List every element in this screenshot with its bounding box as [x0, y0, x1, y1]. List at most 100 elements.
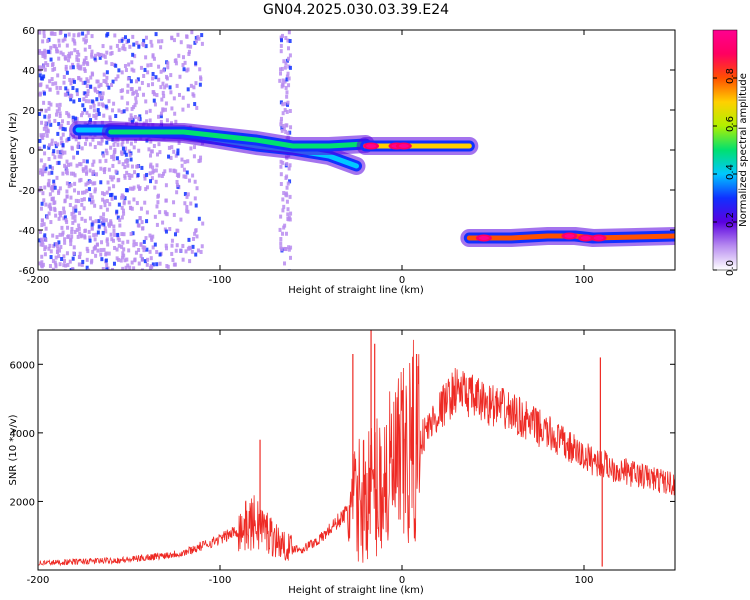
noise-cell: [112, 261, 116, 266]
noise-cell: [127, 200, 131, 205]
noise-cell: [133, 170, 137, 175]
noise-cell: [154, 168, 158, 173]
noise-cell: [141, 226, 145, 231]
noise-cell: [45, 125, 49, 130]
noise-cell: [101, 197, 105, 202]
noise-cell: [64, 218, 68, 223]
noise-cell: [75, 163, 79, 168]
noise-cell: [286, 207, 290, 212]
noise-cell: [38, 65, 42, 70]
noise-cell: [38, 83, 42, 88]
noise-cell: [58, 262, 62, 267]
noise-cell: [77, 262, 81, 267]
noise-cell: [282, 126, 286, 131]
noise-cell: [113, 33, 117, 38]
noise-cell: [57, 38, 61, 43]
noise-cell: [77, 52, 81, 57]
noise-cell: [142, 43, 146, 48]
noise-cell: [185, 204, 189, 209]
noise-cell: [75, 54, 79, 59]
noise-cell: [139, 242, 143, 247]
noise-cell: [151, 82, 155, 87]
noise-cell: [145, 185, 149, 190]
noise-cell: [192, 154, 196, 159]
noise-cell: [284, 35, 288, 40]
noise-cell: [77, 32, 81, 37]
noise-cell: [44, 129, 48, 134]
hotspot-core: [366, 144, 377, 148]
noise-cell: [123, 258, 127, 263]
noise-cell: [280, 33, 284, 38]
noise-cell: [43, 48, 47, 53]
noise-cell: [199, 249, 203, 254]
noise-cell: [39, 76, 43, 81]
noise-cell: [132, 185, 136, 190]
noise-cell: [189, 44, 193, 49]
noise-cell: [172, 96, 176, 101]
noise-cell: [98, 55, 102, 60]
noise-cell: [130, 173, 134, 178]
noise-cell: [172, 212, 176, 217]
noise-cell: [285, 77, 289, 82]
noise-cell: [58, 86, 62, 91]
noise-cell: [41, 191, 45, 196]
noise-cell: [138, 186, 142, 191]
noise-cell: [67, 51, 71, 56]
noise-cell: [71, 256, 75, 261]
noise-cell: [63, 258, 67, 263]
noise-cell: [130, 116, 134, 121]
noise-cell: [151, 245, 155, 250]
noise-cell: [109, 193, 113, 198]
noise-cell: [55, 103, 59, 108]
noise-cell: [39, 185, 43, 190]
noise-cell: [104, 258, 108, 263]
noise-cell: [285, 90, 289, 95]
noise-cell: [47, 101, 51, 106]
noise-cell: [167, 154, 171, 159]
noise-cell: [90, 49, 94, 54]
noise-cell: [62, 75, 66, 80]
noise-cell: [62, 206, 66, 211]
noise-cell: [97, 219, 101, 224]
noise-cell: [80, 190, 84, 195]
noise-cell: [288, 53, 292, 58]
noise-cell: [282, 59, 286, 64]
noise-cell: [115, 256, 119, 261]
noise-cell: [53, 155, 57, 160]
noise-cell: [76, 50, 80, 55]
noise-cell: [77, 226, 81, 231]
noise-cell: [165, 83, 169, 88]
noise-cell: [284, 123, 288, 128]
noise-cell: [112, 175, 116, 180]
noise-cell: [165, 246, 169, 251]
noise-cell: [152, 56, 156, 61]
noise-cell: [195, 186, 199, 191]
noise-cell: [134, 242, 138, 247]
noise-cell: [82, 37, 86, 42]
noise-cell: [62, 216, 66, 221]
noise-cell: [164, 183, 168, 188]
noise-cell: [145, 210, 149, 215]
noise-cell: [64, 64, 68, 69]
noise-cell: [64, 92, 68, 97]
x-tick-label: -200: [27, 275, 50, 286]
noise-cell: [72, 206, 76, 211]
noise-cell: [38, 30, 42, 35]
noise-cell: [38, 139, 42, 144]
noise-cell: [287, 83, 291, 88]
noise-cell: [121, 208, 125, 213]
noise-cell: [132, 243, 136, 248]
noise-cell: [89, 192, 93, 197]
background-noise: [38, 30, 293, 270]
noise-cell: [119, 150, 123, 155]
noise-cell: [58, 232, 62, 237]
noise-cell: [63, 215, 67, 220]
noise-cell: [49, 57, 53, 62]
noise-cell: [47, 143, 51, 148]
noise-cell: [105, 198, 109, 203]
noise-cell: [104, 158, 108, 163]
noise-cell: [56, 90, 60, 95]
noise-cell: [194, 252, 198, 257]
noise-cell: [137, 148, 141, 153]
